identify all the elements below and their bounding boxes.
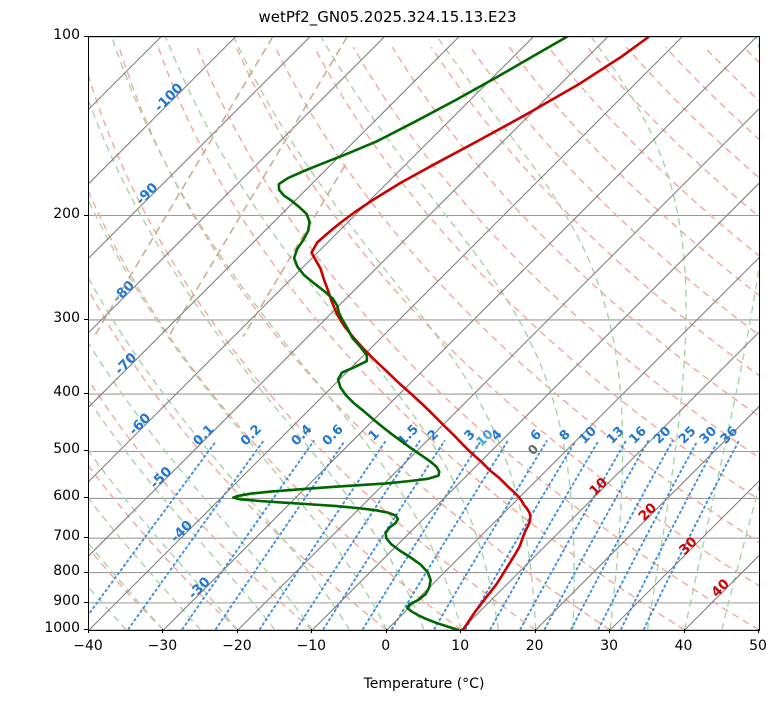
x-axis-tick-mark xyxy=(534,629,536,633)
y-axis-tick-mark xyxy=(84,497,88,499)
x-axis-label: Temperature (°C) xyxy=(363,676,485,692)
x-axis-tick-mark xyxy=(683,629,685,633)
y-axis-tick-mark xyxy=(84,214,88,216)
skewt-canvas: -100-90-80-70-60-50-40-30-10 0102030400.1… xyxy=(89,37,759,630)
x-axis-tick-mark xyxy=(460,629,462,633)
x-axis-tick-mark xyxy=(385,629,387,633)
y-axis-label: Pressure (hPa) xyxy=(0,257,2,359)
plot-area: -100 -90 -80 -70 -60 -50 -40 -30 -10 0 10 20 30 40 0.1… xyxy=(88,36,760,631)
y-axis-tick-label: 800 xyxy=(53,562,80,579)
tan-curve-group xyxy=(93,37,348,338)
y-axis-tick-label: 1000 xyxy=(44,620,80,636)
mixing-ratio-group xyxy=(89,440,740,630)
y-axis-tick-mark xyxy=(84,601,88,603)
y-axis-tick-mark xyxy=(84,571,88,573)
y-axis-tick-label: 900 xyxy=(53,592,80,609)
dewpoint-curve xyxy=(232,37,568,630)
x-axis-tick-label: 20 xyxy=(525,638,544,654)
axis-annotation-label: 8 xyxy=(557,427,574,444)
axis-annotation-label: 13 xyxy=(604,424,627,447)
page-title: wetPf2_GN05.2025.324.15.13.E23 xyxy=(258,8,517,26)
axis-annotation-label: 2 xyxy=(425,427,442,444)
x-axis-tick-mark xyxy=(236,629,238,633)
axis-annotation-label: 40 xyxy=(708,576,733,601)
x-axis-tick-mark xyxy=(88,629,89,633)
x-axis-tick-label: −10 xyxy=(296,638,327,654)
x-axis-tick-label: 40 xyxy=(674,638,693,654)
x-axis-tick-label: 30 xyxy=(600,638,619,654)
axis-annotation-label: -80 xyxy=(109,278,138,307)
moist-adiabat-group xyxy=(89,37,759,630)
x-axis-tick-label: 10 xyxy=(451,638,470,654)
x-axis-tick-label: −20 xyxy=(222,638,252,654)
x-axis-tick-label: −30 xyxy=(147,638,178,654)
y-axis-tick-label: 500 xyxy=(53,441,80,458)
axis-annotation-label: 16 xyxy=(627,424,650,447)
y-axis-tick-label: 200 xyxy=(53,205,80,222)
axis-annotation-label: -30 xyxy=(185,574,214,603)
axis-annotation-label: 4 xyxy=(489,427,506,444)
axis-annotation-label: -40 xyxy=(167,517,196,546)
axis-annotation-label: 1 xyxy=(366,427,383,444)
axis-annotation-label: 0.2 xyxy=(238,422,265,449)
axis-annotation-label: 30 xyxy=(676,534,701,559)
x-axis-tick-mark xyxy=(162,629,164,633)
isotherm-group xyxy=(89,37,759,630)
y-axis-tick-label: 300 xyxy=(53,309,80,326)
axis-annotation-label: -90 xyxy=(133,180,162,209)
axis-annotation-label: -100 xyxy=(151,80,186,115)
x-axis-tick-label: 50 xyxy=(749,638,767,654)
x-axis-tick-mark xyxy=(758,629,759,633)
y-axis-tick-label: 600 xyxy=(53,488,80,505)
x-axis-tick-label: −40 xyxy=(73,638,103,654)
y-axis-tick-label: 100 xyxy=(53,27,80,43)
axis-annotation-label: 10 xyxy=(586,475,611,500)
y-axis-tick-mark xyxy=(84,537,88,539)
temperature-curve xyxy=(310,37,650,630)
y-axis-tick-mark xyxy=(84,318,88,320)
y-axis-tick-mark xyxy=(84,393,88,395)
axis-annotation-label: 20 xyxy=(635,500,660,525)
y-axis-tick-mark xyxy=(84,450,88,452)
dry-adiabat-group xyxy=(89,46,759,630)
y-axis-tick-mark xyxy=(84,36,88,37)
x-axis-tick-label: 0 xyxy=(381,638,391,654)
axis-annotation-label: -60 xyxy=(126,410,155,439)
x-axis-tick-mark xyxy=(311,629,313,633)
y-axis-tick-label: 400 xyxy=(53,384,80,401)
axis-annotation-label: -50 xyxy=(147,464,176,493)
isobar-group xyxy=(89,37,759,630)
y-axis-tick-mark xyxy=(84,629,88,630)
y-axis-tick-label: 700 xyxy=(53,528,80,545)
x-axis-tick-mark xyxy=(609,629,611,633)
